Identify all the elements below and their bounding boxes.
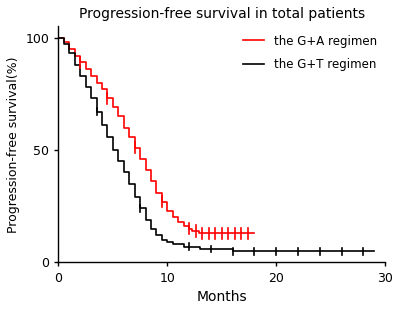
the G+T regimen bbox=[89, 96, 94, 100]
the G+A regimen bbox=[241, 231, 246, 235]
the G+A regimen bbox=[94, 81, 99, 84]
Y-axis label: Progression-free survival(%): Progression-free survival(%) bbox=[7, 56, 20, 233]
Line: the G+T regimen: the G+T regimen bbox=[58, 38, 374, 251]
the G+A regimen bbox=[138, 146, 142, 150]
the G+A regimen bbox=[170, 216, 175, 219]
the G+A regimen bbox=[196, 231, 201, 235]
the G+A regimen bbox=[127, 135, 132, 138]
the G+T regimen bbox=[285, 249, 290, 253]
Title: Progression-free survival in total patients: Progression-free survival in total patie… bbox=[79, 7, 365, 21]
Legend: the G+A regimen, the G+T regimen: the G+A regimen, the G+T regimen bbox=[238, 30, 382, 76]
the G+A regimen bbox=[56, 36, 61, 39]
the G+T regimen bbox=[56, 36, 61, 39]
X-axis label: Months: Months bbox=[196, 290, 247, 304]
the G+A regimen bbox=[127, 126, 132, 129]
the G+A regimen bbox=[252, 231, 257, 235]
the G+T regimen bbox=[230, 249, 235, 253]
the G+T regimen bbox=[105, 123, 110, 127]
the G+T regimen bbox=[252, 249, 257, 253]
Line: the G+A regimen: the G+A regimen bbox=[58, 38, 254, 233]
the G+T regimen bbox=[72, 51, 77, 55]
the G+T regimen bbox=[198, 245, 202, 248]
the G+T regimen bbox=[372, 249, 377, 253]
